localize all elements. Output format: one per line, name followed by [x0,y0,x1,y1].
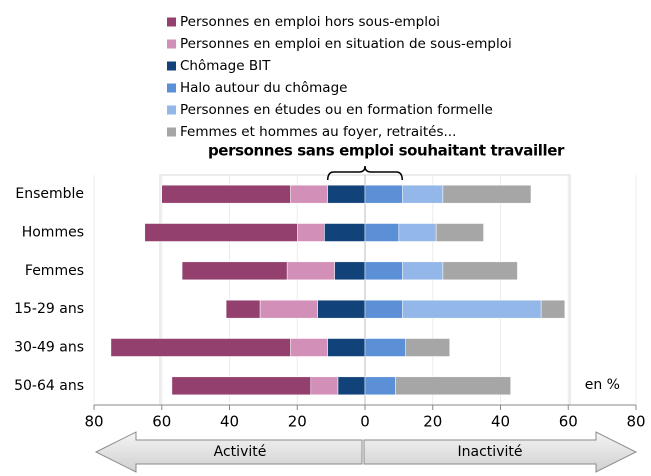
legend-label: Femmes et hommes au foyer, retraités... [180,124,456,140]
bar-segment [327,338,366,357]
legend-swatch [167,61,176,71]
bar-segment [317,299,366,319]
legend-swatch [167,127,176,137]
bar-segment [364,223,400,242]
y-tick-label: Ensemble [15,186,84,202]
y-tick-label: 15-29 ans [14,301,84,317]
bar-segment [259,299,318,319]
bar-segment [402,261,444,281]
annotation: personnes sans emploi souhaitant travail… [208,142,565,160]
direction-label: Activité [214,444,267,460]
bar-segment [290,184,328,204]
y-tick-label: 50-64 ans [14,378,84,394]
y-tick-label: Hommes [22,225,84,241]
inactivity-arrow [363,431,638,473]
legend-label: Halo autour du chômage [180,80,347,96]
bar-segment [540,299,566,319]
bar-segment [442,184,532,204]
bar-segment [286,261,335,281]
legend-label: Chômage BIT [180,58,271,74]
bar-segment [181,261,288,281]
x-tick-label: 20 [288,413,307,431]
bar-segment [395,376,511,396]
bar-segment [225,299,261,319]
x-tick-label: 60 [559,413,578,431]
bar-segment [324,223,366,242]
x-tick-label: 60 [152,413,171,431]
bar-segment [310,376,339,396]
unit-label: en % [585,377,620,393]
legend-swatch [167,83,176,93]
bar-segment [402,184,444,204]
bar-segment [290,338,328,357]
bar-segment [334,261,366,281]
bar-segment [337,376,366,396]
bar-segment [364,299,403,319]
bar-segment [144,223,298,242]
bar-segment [442,261,518,281]
bracket [326,165,404,181]
y-tick-label: Femmes [25,263,84,279]
activity-arrow [94,431,363,473]
x-tick-label: 80 [626,413,645,431]
bar-segment [405,338,450,357]
bar-segment [364,376,396,396]
legend-swatch [167,105,176,115]
bar-segment [327,184,366,204]
x-tick-label: 20 [423,413,442,431]
bar-segment [398,223,437,242]
bar-segment [364,338,406,357]
x-tick-label: 0 [360,413,370,431]
x-tick-label: 80 [84,413,103,431]
direction-label: Inactivité [458,444,523,460]
x-tick-label: 40 [220,413,239,431]
bar-segment [110,338,291,357]
x-tick-label: 40 [491,413,510,431]
legend-swatch [167,17,176,27]
legend-label: Personnes en emploi en situation de sous… [180,36,512,52]
bar-segment [435,223,484,242]
bar-segment [171,376,312,396]
legend-label: Personnes en études ou en formation form… [180,102,493,118]
legend-swatch [167,39,176,49]
bar-segment [402,299,542,319]
bar-segment [297,223,325,242]
legend-label: Personnes en emploi hors sous-emploi [180,14,440,30]
bar-segment [364,261,403,281]
bar-segment [161,184,291,204]
y-tick-label: 30-49 ans [14,340,84,356]
bar-segment [364,184,403,204]
